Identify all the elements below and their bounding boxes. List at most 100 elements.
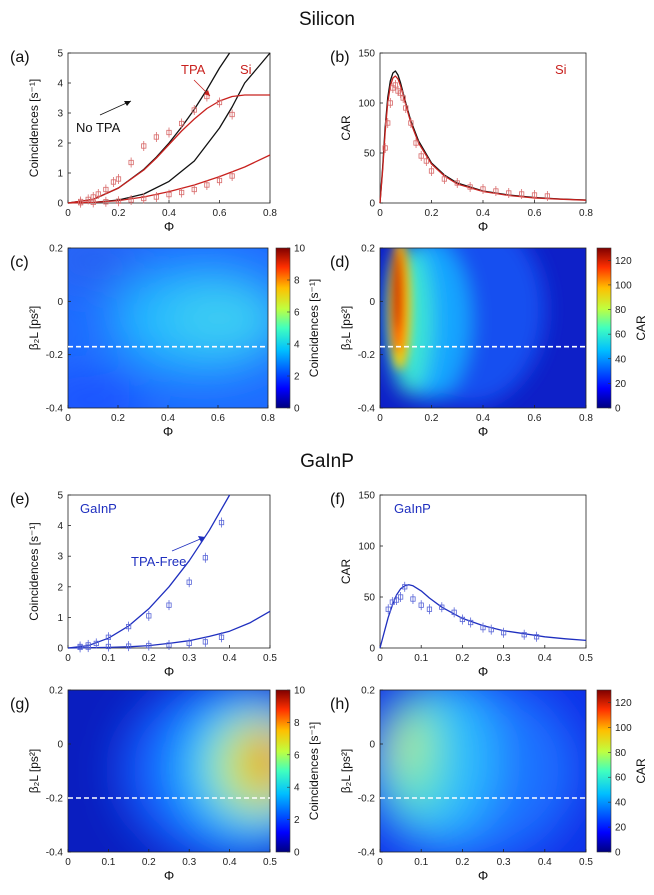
- y-tick-label: 5: [57, 49, 63, 60]
- section-title-silicon: Silicon: [299, 9, 355, 30]
- x-tick-label: 0.2: [425, 208, 439, 219]
- data-point: [468, 619, 474, 626]
- colorbar-tick-label: 20: [615, 379, 627, 390]
- x-tick-label: 0.6: [528, 208, 542, 219]
- y-tick-label: -0.4: [46, 404, 64, 415]
- data-point: [488, 627, 494, 633]
- colorbar-tick-label: 80: [615, 305, 627, 316]
- data-point: [533, 634, 540, 640]
- y-tick-label: -0.2: [358, 350, 376, 361]
- panel-label: (f): [330, 491, 345, 508]
- x-axis-label: Φ: [164, 868, 174, 883]
- annotation-tpa: TPA: [181, 62, 206, 77]
- data-point: [393, 597, 400, 603]
- data-point: [204, 182, 210, 188]
- data-point: [403, 105, 409, 111]
- x-tick-label: 0.2: [112, 208, 126, 219]
- data-point: [186, 579, 192, 585]
- heatmap-h: [380, 690, 586, 852]
- data-point: [454, 180, 460, 186]
- panel-f: (f) 0 0.1 0.2 0.3 0.4 0.5 0 50 100 150 Φ CAR GaInP: [330, 491, 593, 680]
- data-point: [400, 95, 406, 101]
- data-point: [218, 519, 225, 526]
- data-point: [467, 184, 473, 190]
- data-point: [408, 120, 414, 126]
- data-point: [191, 107, 197, 113]
- colorbar-tick-label: 10: [294, 686, 306, 697]
- data-point: [521, 632, 527, 638]
- heatmap-d: [380, 248, 586, 408]
- y-tick-label: 0: [57, 740, 63, 751]
- colorbar-tick-label: 120: [615, 698, 632, 709]
- section-title-gainp: GaInP: [300, 451, 354, 472]
- x-tick-label: 0.6: [211, 413, 225, 424]
- data-point: [544, 193, 550, 199]
- x-tick-label: 0: [377, 413, 383, 424]
- data-point: [153, 194, 159, 200]
- x-tick-label: 0.4: [538, 857, 552, 868]
- y-tick-label: -0.4: [358, 848, 376, 859]
- x-axis-label: Φ: [478, 219, 488, 234]
- y-tick-label: 5: [57, 491, 63, 502]
- annotation-gainp: GaInP: [394, 501, 431, 516]
- x-tick-label: 0.8: [261, 413, 275, 424]
- x-tick-label: 0.3: [182, 653, 196, 664]
- x-axis-label: Φ: [478, 664, 488, 679]
- y-axis-label: Coincidences [s⁻¹]: [27, 522, 41, 620]
- data-point: [392, 82, 399, 88]
- data-point: [128, 197, 134, 203]
- colorbar-gradient: [596, 689, 612, 853]
- x-axis-label: Φ: [164, 664, 174, 679]
- data-point: [382, 145, 388, 151]
- panel-a: (a) 0 0.2 0.4 0.6 0.8 0 1 2 3 4 5 Φ Coincidences [s⁻…: [10, 49, 277, 235]
- data-point: [441, 176, 447, 182]
- y-tick-label: 0.2: [49, 686, 63, 697]
- data-point: [418, 153, 424, 159]
- x-tick-label: 0.6: [213, 208, 227, 219]
- panel-label: (e): [10, 491, 30, 508]
- data-point: [93, 640, 99, 647]
- x-tick-label: 0.4: [161, 413, 175, 424]
- x-tick-label: 0: [65, 413, 71, 424]
- data-point: [493, 188, 499, 194]
- y-axis-label: β₂L [ps²]: [339, 306, 353, 350]
- colorbar-c: 0 2 4 6 8 10 Coincidences [s⁻¹]: [275, 244, 321, 415]
- y-tick-label: -0.4: [46, 848, 64, 859]
- y-tick-label: 0: [57, 199, 63, 210]
- x-axis-label: Φ: [163, 424, 173, 439]
- colorbar-tick-label: 4: [294, 783, 300, 794]
- x-tick-label: 0: [377, 208, 383, 219]
- colorbar-tick-label: 20: [615, 823, 627, 834]
- arrowhead: [124, 101, 131, 106]
- x-tick-label: 0.5: [579, 653, 593, 664]
- x-tick-label: 0.4: [223, 857, 237, 868]
- data-point: [166, 642, 172, 648]
- y-axis-label: β₂L [ps²]: [339, 749, 353, 793]
- data-point: [166, 129, 172, 136]
- x-tick-label: 0.6: [528, 413, 542, 424]
- data-point: [480, 186, 486, 192]
- data-point: [531, 192, 538, 198]
- data-point: [385, 606, 391, 612]
- y-tick-label: 1: [57, 169, 63, 180]
- data-point: [413, 140, 419, 146]
- data-point: [191, 186, 197, 193]
- y-axis-label: β₂L [ps²]: [27, 749, 41, 793]
- x-tick-label: 0.4: [223, 653, 237, 664]
- data-point: [166, 602, 172, 608]
- data-point: [126, 623, 132, 630]
- data-point: [110, 179, 117, 185]
- data-point: [216, 177, 223, 184]
- x-tick-label: 0.8: [579, 413, 593, 424]
- colorbar-tick-label: 8: [294, 718, 300, 729]
- colorbar-tick-label: 80: [615, 748, 627, 759]
- data-point: [128, 159, 134, 166]
- y-tick-label: 4: [57, 521, 63, 532]
- x-tick-label: 0.2: [142, 857, 156, 868]
- data-point: [439, 604, 445, 610]
- data-point: [85, 644, 91, 650]
- x-tick-label: 0.2: [425, 413, 439, 424]
- data-point: [153, 134, 159, 140]
